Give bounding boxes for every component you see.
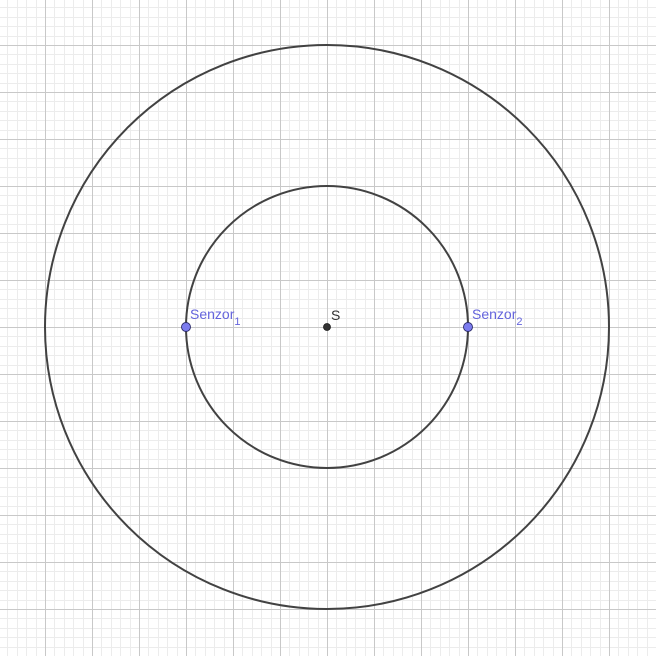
sensor-1-label: Senzor1: [190, 306, 240, 328]
sensor-1-point[interactable]: [181, 322, 191, 332]
sensor-2-point[interactable]: [463, 322, 473, 332]
sensor-2-label-text: Senzor: [472, 306, 517, 322]
sensor-1-label-text: Senzor: [190, 306, 235, 322]
outer-circle[interactable]: [44, 44, 610, 610]
sensor-2-label-subscript: 2: [516, 316, 522, 328]
center-point-label: S: [331, 307, 340, 323]
sensor-2-label: Senzor2: [472, 306, 522, 328]
center-point-s[interactable]: [323, 323, 331, 331]
sensor-1-label-subscript: 1: [234, 316, 240, 328]
